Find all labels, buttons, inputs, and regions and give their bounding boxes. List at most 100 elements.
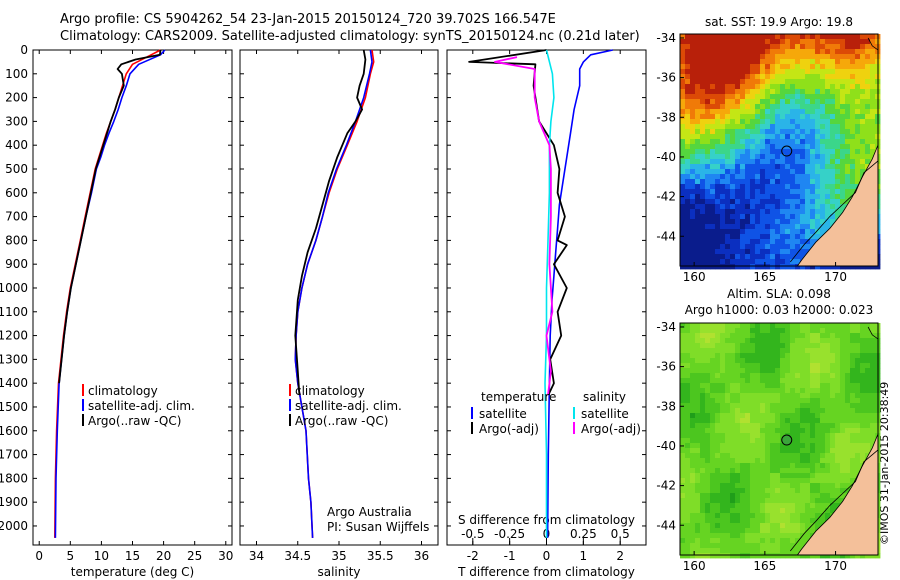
map-cell <box>865 403 871 409</box>
map-cell <box>770 89 776 95</box>
map-cell <box>830 338 836 344</box>
map-cell <box>770 463 776 469</box>
map-cell <box>805 408 811 414</box>
map-cell <box>855 139 861 145</box>
map-cell <box>800 224 806 230</box>
map-cell <box>715 533 721 539</box>
map-cell <box>780 353 786 359</box>
map-cell <box>680 204 686 210</box>
map-cell <box>795 423 801 429</box>
map-cell <box>775 79 781 85</box>
map-cell <box>705 438 711 444</box>
map-cell <box>795 134 801 140</box>
map-cell <box>755 463 761 469</box>
map-cell <box>775 333 781 339</box>
map-cell <box>680 229 686 235</box>
map-cell <box>735 144 741 150</box>
map-cell <box>795 518 801 524</box>
map-cell <box>745 139 751 145</box>
map-cell <box>725 463 731 469</box>
map-cell <box>770 234 776 240</box>
map-cell <box>850 473 856 479</box>
map-cell <box>705 184 711 190</box>
map-cell <box>765 408 771 414</box>
map-cell <box>805 234 811 240</box>
map-cell <box>790 84 796 90</box>
map-cell <box>835 164 841 170</box>
map-cell <box>690 488 696 494</box>
map-cell <box>735 39 741 45</box>
map-cell <box>810 109 816 115</box>
map-cell <box>815 224 821 230</box>
map-cell <box>720 204 726 210</box>
series-line-argo-adj- <box>493 56 554 396</box>
map-cell <box>750 463 756 469</box>
map-cell <box>795 478 801 484</box>
map-cell <box>685 169 691 175</box>
map-cell <box>795 69 801 75</box>
map-cell <box>825 129 831 135</box>
map-cell <box>805 508 811 514</box>
map-cell <box>865 54 871 60</box>
map-cell <box>810 403 816 409</box>
y-tick-label: -34 <box>656 31 676 45</box>
map-cell <box>805 104 811 110</box>
map-cell <box>815 363 821 369</box>
map-cell <box>765 154 771 160</box>
map-cell <box>815 124 821 130</box>
map-cell <box>775 433 781 439</box>
map-cell <box>865 94 871 100</box>
map-cell <box>810 119 816 125</box>
map-cell <box>760 458 766 464</box>
map-cell <box>730 184 736 190</box>
map-cell <box>815 343 821 349</box>
map-cell <box>815 458 821 464</box>
map-cell <box>705 264 711 270</box>
map-cell <box>750 368 756 374</box>
map-cell <box>720 259 726 265</box>
map-cell <box>705 428 711 434</box>
map-cell <box>685 358 691 364</box>
map-cell <box>760 149 766 155</box>
map-cell <box>785 513 791 519</box>
map-cell <box>750 498 756 504</box>
map-cell <box>735 59 741 65</box>
map-cell <box>795 109 801 115</box>
map-cell <box>795 199 801 205</box>
map-cell <box>805 69 811 75</box>
map-cell <box>695 144 701 150</box>
map-cell <box>700 194 706 200</box>
map-cell <box>745 69 751 75</box>
map-cell <box>805 154 811 160</box>
map-cell <box>785 194 791 200</box>
map-cell <box>795 104 801 110</box>
map-cell <box>765 553 771 559</box>
map-cell <box>735 109 741 115</box>
map-cell <box>710 483 716 489</box>
map-cell <box>810 528 816 534</box>
map-cell <box>755 139 761 145</box>
map-cell <box>865 343 871 349</box>
map-cell <box>690 124 696 130</box>
map-cell <box>715 368 721 374</box>
map-cell <box>685 508 691 514</box>
map-cell <box>800 328 806 334</box>
map-cell <box>800 438 806 444</box>
map-cell <box>720 59 726 65</box>
map-cell <box>770 533 776 539</box>
map-cell <box>680 114 686 120</box>
map-cell <box>760 239 766 245</box>
map-cell <box>840 99 846 105</box>
map-cell <box>830 94 836 100</box>
map-cell <box>820 229 826 235</box>
map-cell <box>805 463 811 469</box>
map-cell <box>730 79 736 85</box>
map-cell <box>855 39 861 45</box>
map-cell <box>770 453 776 459</box>
map-cell <box>760 383 766 389</box>
map-cell <box>870 428 876 434</box>
map-cell <box>770 383 776 389</box>
map-cell <box>780 59 786 65</box>
map-cell <box>870 129 876 135</box>
map-cell <box>775 199 781 205</box>
